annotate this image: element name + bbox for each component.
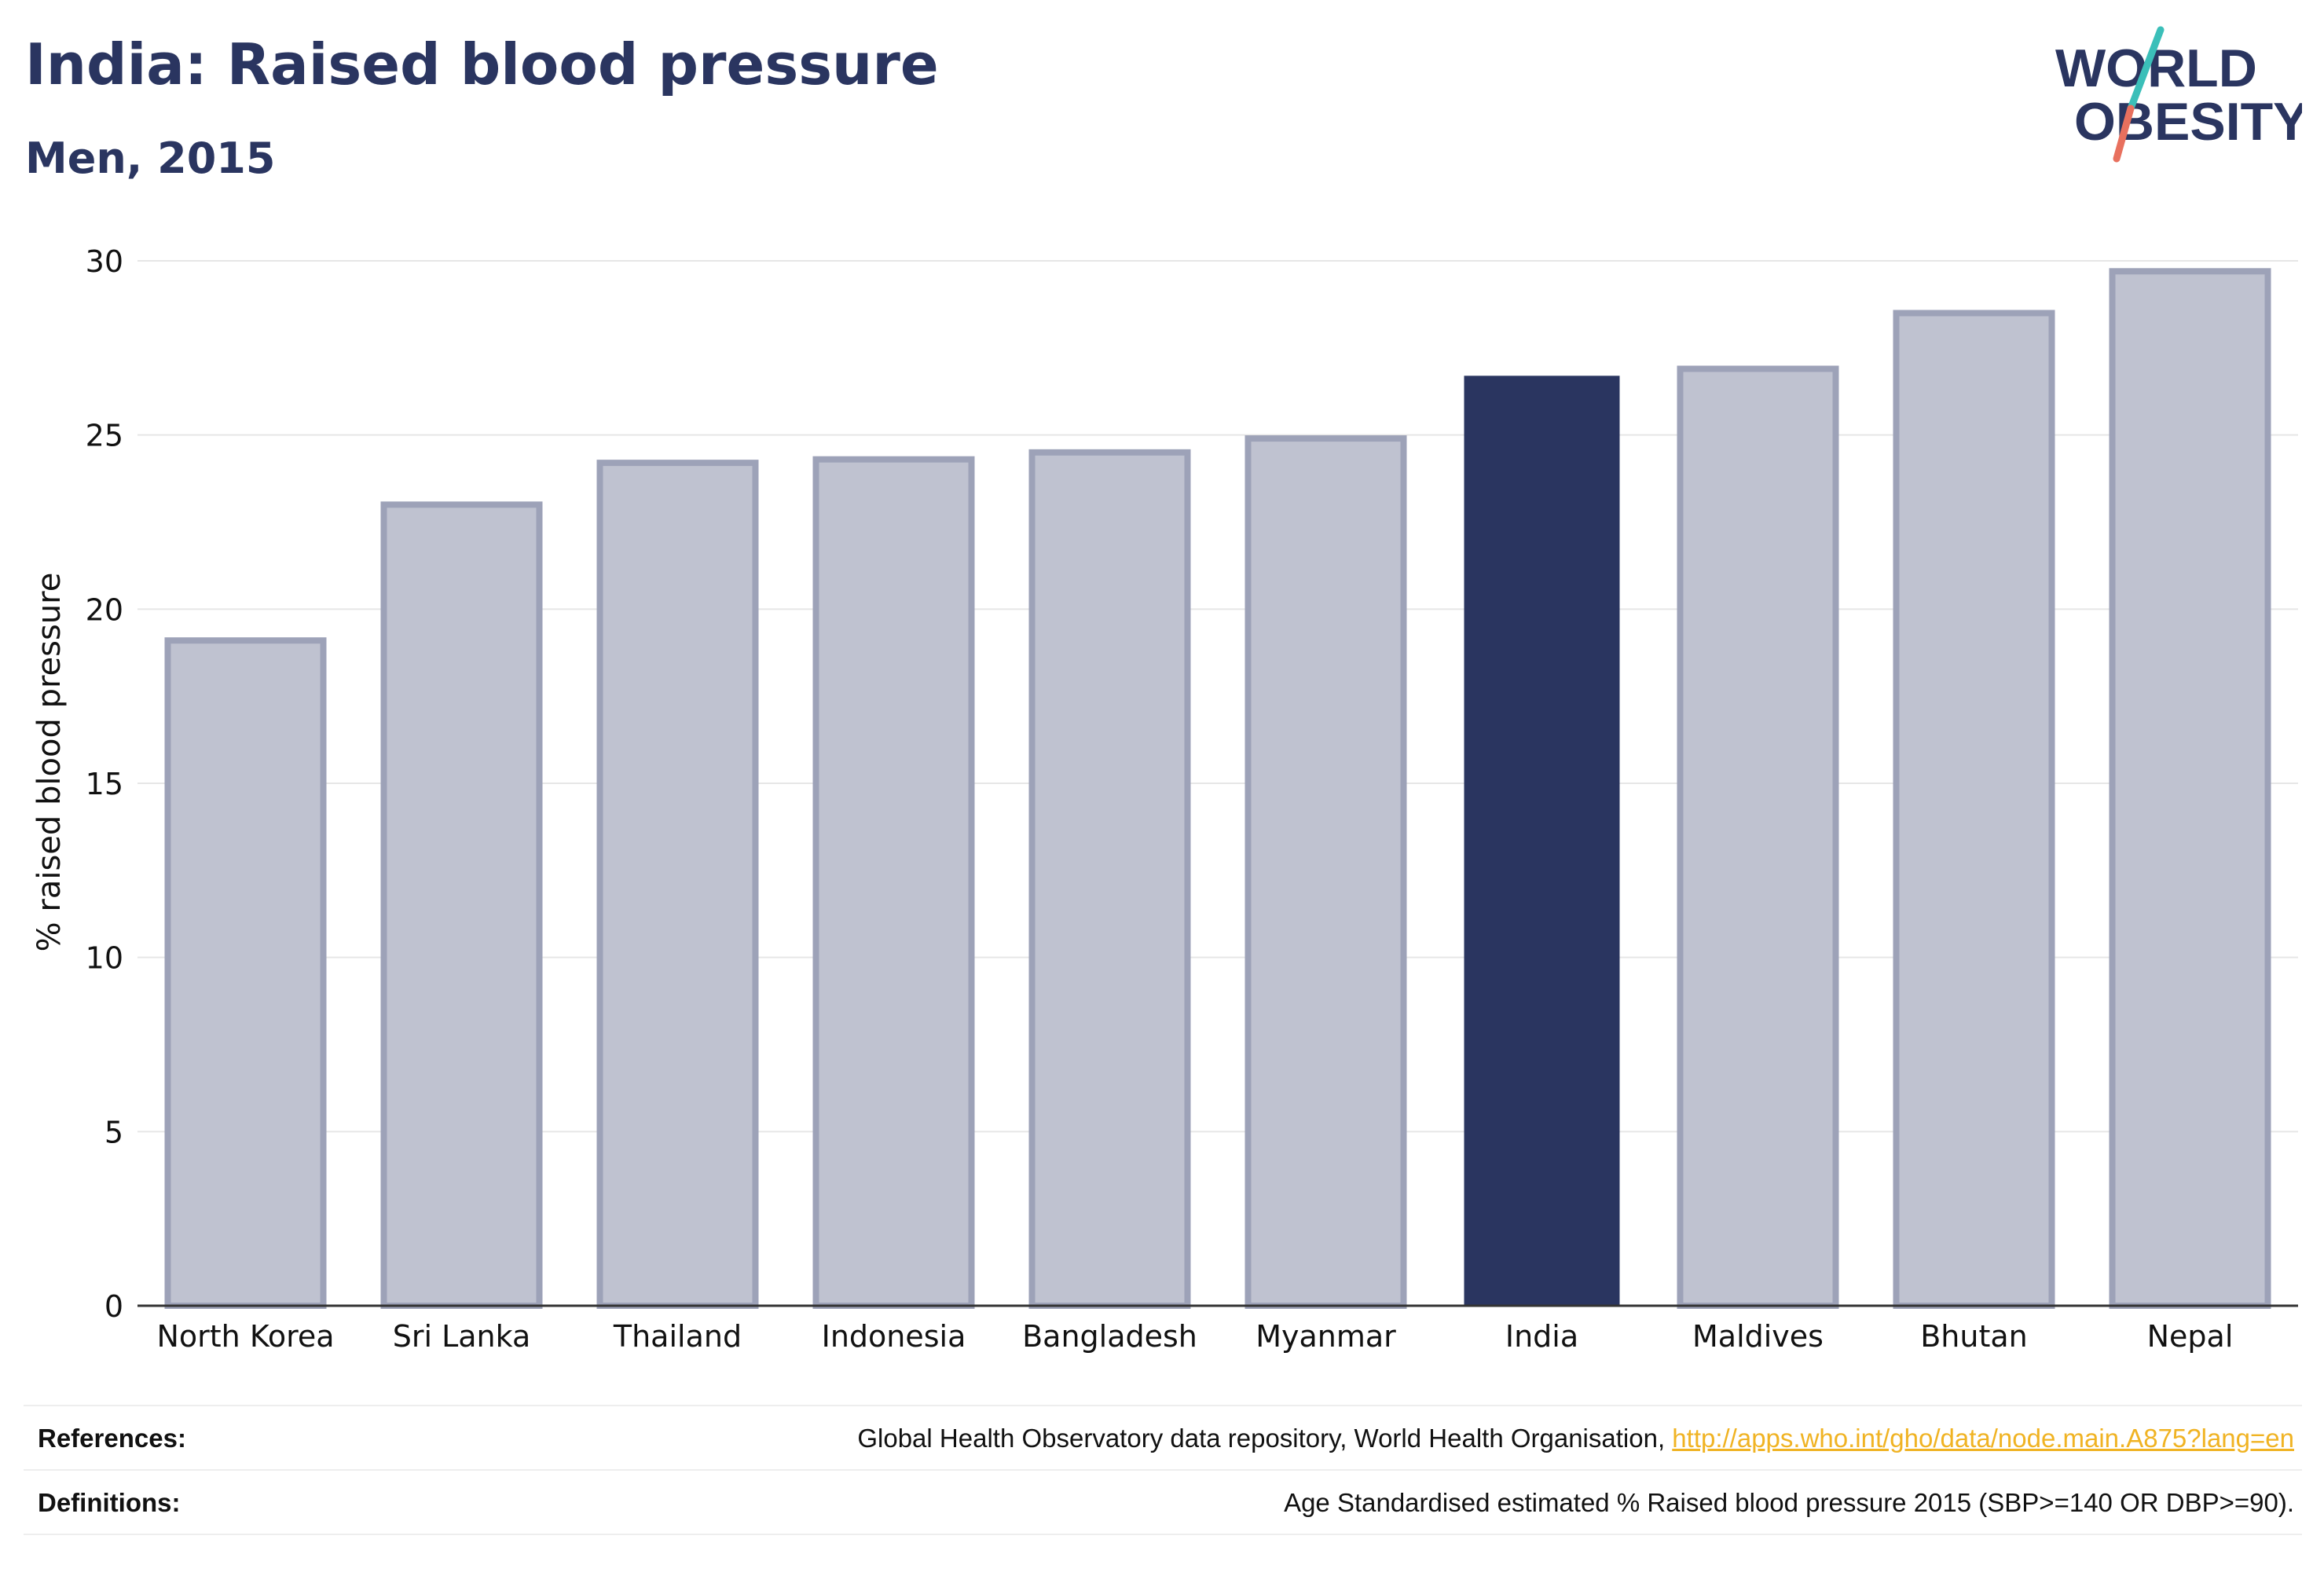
bar-chart: 0 5 10 15 20 25 30 North Korea Sri Lanka Thailand… — [31, 244, 2298, 1354]
y-tick-label: 10 — [86, 941, 123, 976]
definitions-row: Definitions: Age Standardised estimated … — [24, 1469, 2302, 1535]
x-tick-label: Nepal — [2147, 1319, 2234, 1354]
definitions-value: Age Standardised estimated % Raised bloo… — [1284, 1488, 2294, 1517]
references-link[interactable]: http://apps.who.int/gho/data/node.main.A… — [1672, 1424, 2294, 1453]
x-tick-label: Indonesia — [822, 1319, 966, 1354]
bar-bangladesh — [1028, 449, 1191, 1309]
bar-nepal — [2109, 268, 2271, 1309]
x-tick-label: Myanmar — [1255, 1319, 1396, 1354]
references-value: Global Health Observatory data repositor… — [857, 1424, 2294, 1453]
bar-indonesia — [812, 456, 975, 1310]
references-row: References: Global Health Observatory da… — [24, 1405, 2302, 1471]
footer-divider — [24, 1534, 2302, 1535]
x-tick-label: Bhutan — [1920, 1319, 2028, 1354]
y-tick-label: 0 — [104, 1289, 123, 1324]
bar-thailand — [596, 460, 759, 1310]
logo-word-obesity: OBESITY — [2074, 92, 2302, 152]
bars — [164, 268, 2271, 1310]
definitions-label: Definitions: — [38, 1488, 181, 1517]
y-tick-label: 15 — [86, 767, 123, 801]
logo-slash-bottom — [2113, 104, 2135, 163]
tick-labels: 0 5 10 15 20 25 30 North Korea Sri Lanka Thailand… — [86, 244, 2234, 1354]
x-tick-label: Maldives — [1692, 1319, 1824, 1354]
y-tick-label: 25 — [86, 419, 123, 453]
logo-slash-top — [2127, 26, 2165, 112]
y-axis-label: % raised blood pressure — [31, 573, 68, 952]
y-tick-label: 20 — [86, 592, 123, 627]
x-tick-label: Thailand — [613, 1319, 742, 1354]
x-tick-label: India — [1505, 1319, 1578, 1354]
x-tick-label: Sri Lanka — [393, 1319, 531, 1354]
world-obesity-logo: WORLD OBESITY — [2055, 26, 2302, 163]
bar-bhutan — [1893, 310, 2055, 1309]
x-tick-label: Bangladesh — [1022, 1319, 1197, 1354]
y-tick-label: 30 — [86, 244, 123, 279]
bar-myanmar — [1244, 435, 1407, 1309]
references-text: Global Health Observatory data repositor… — [857, 1424, 1673, 1453]
x-tick-label: North Korea — [156, 1319, 334, 1354]
references-label: References: — [38, 1424, 186, 1453]
bar-north-korea — [164, 637, 327, 1309]
chart-title: India: Raised blood pressure — [25, 31, 939, 97]
bar-maldives — [1677, 365, 1839, 1309]
chart-subtitle: Men, 2015 — [25, 134, 276, 183]
bar-sri-lanka — [380, 501, 543, 1309]
bar-india — [1464, 376, 1620, 1306]
y-tick-label: 5 — [104, 1115, 123, 1149]
